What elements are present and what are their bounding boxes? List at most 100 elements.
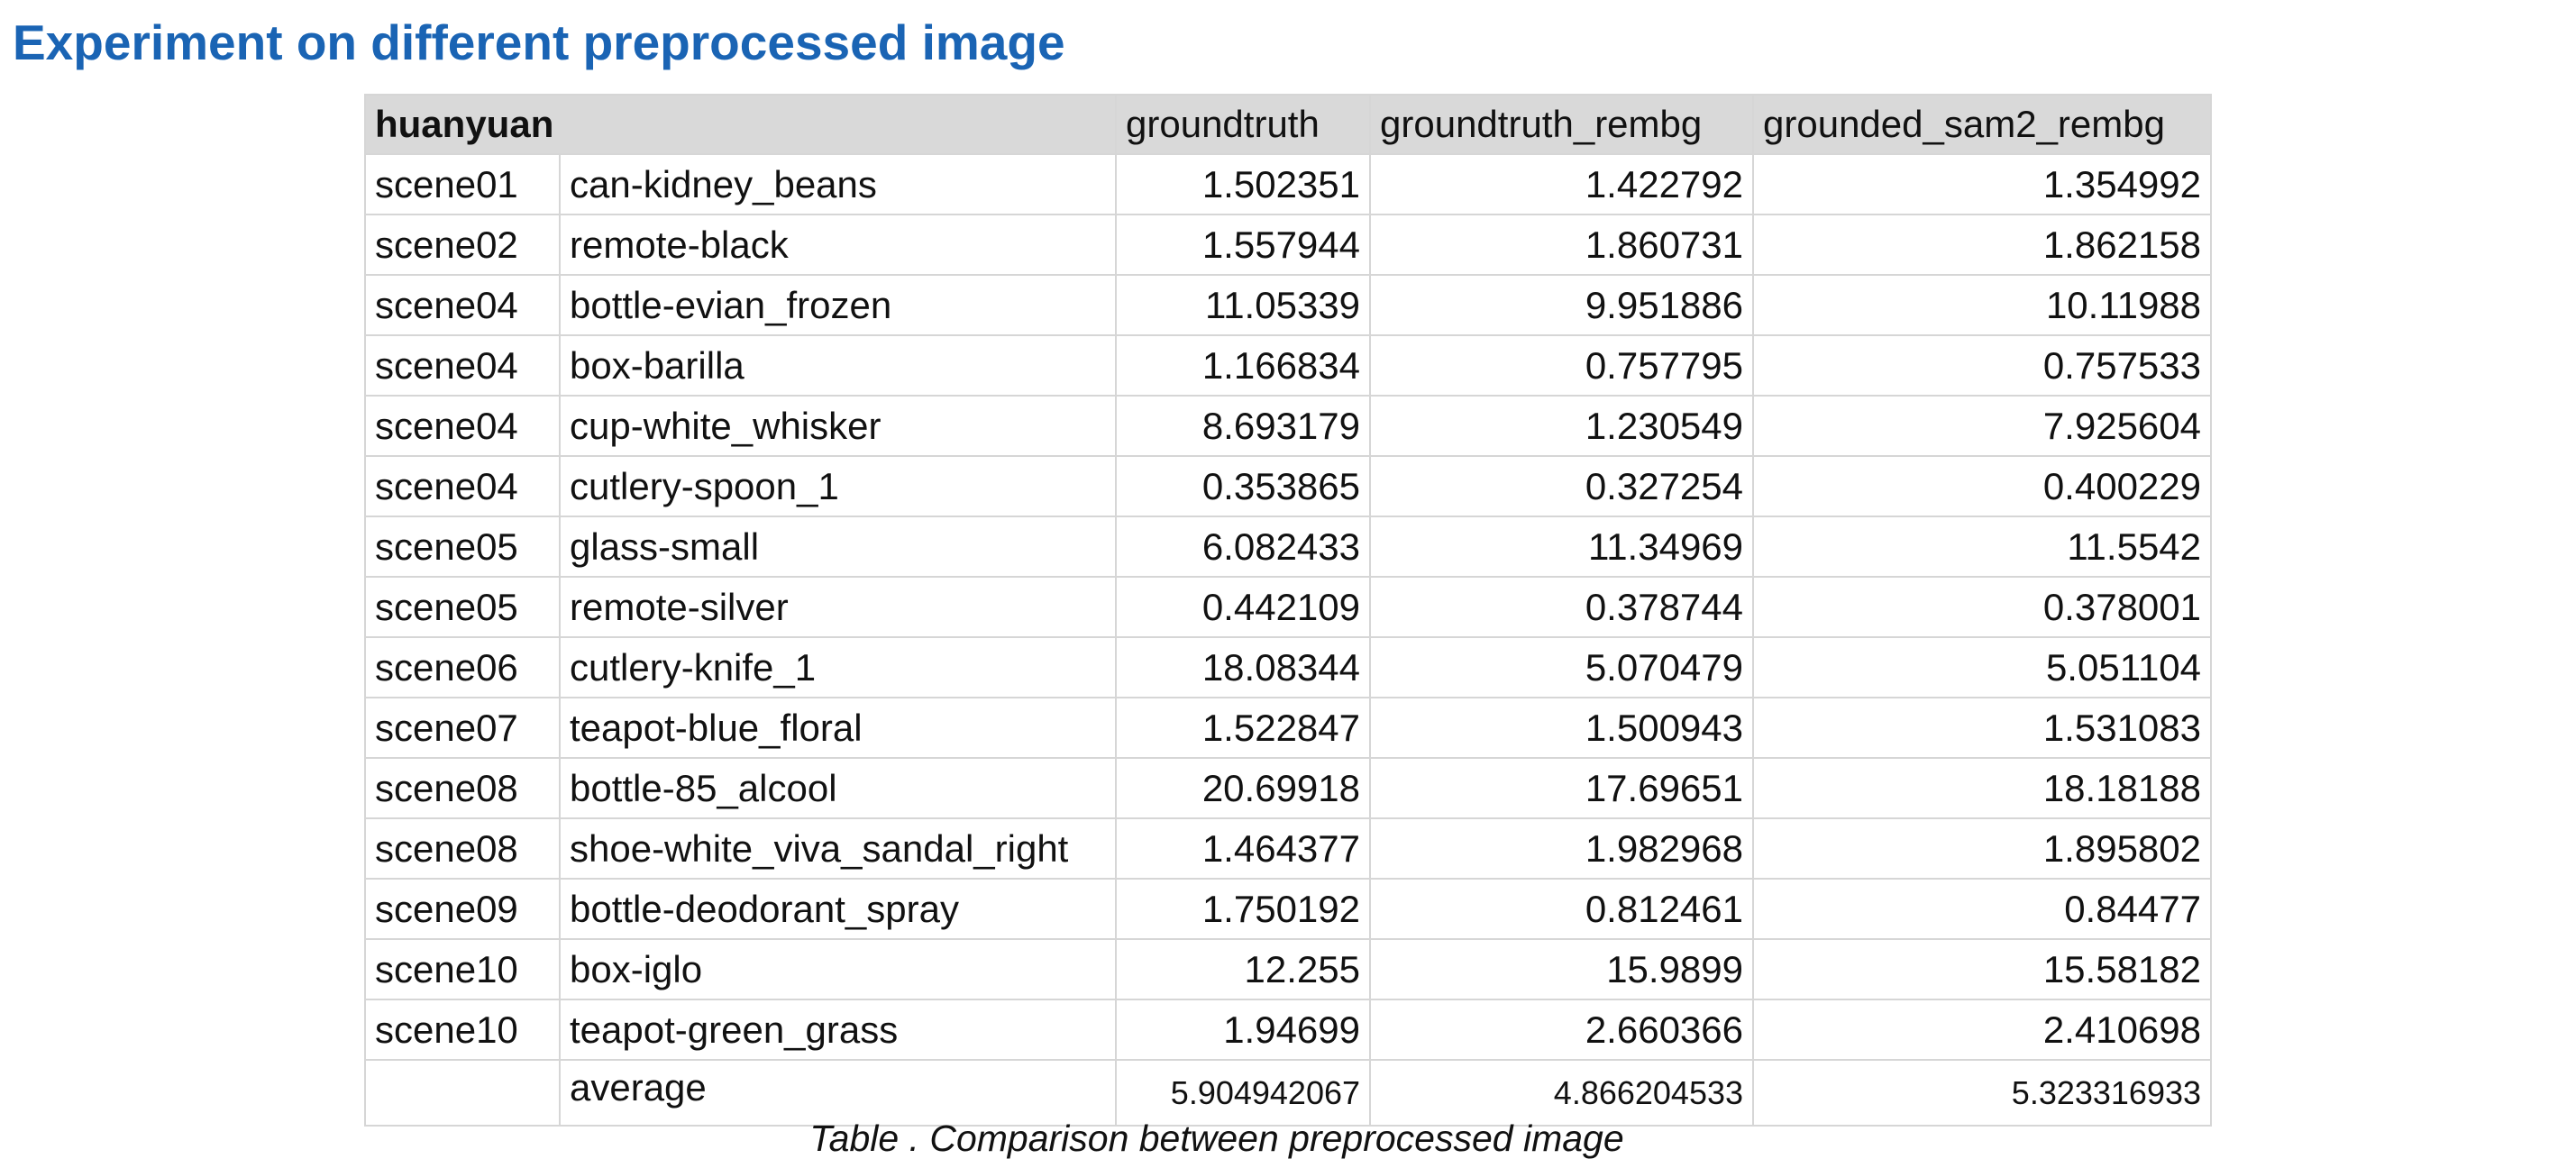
header-groundtruth: groundtruth xyxy=(1115,94,1372,155)
grounded-sam2-rembg-cell: 0.84477 xyxy=(1752,878,2213,940)
groundtruth-rembg-cell: 1.422792 xyxy=(1369,153,1755,215)
grounded-sam2-rembg-cell: 15.58182 xyxy=(1752,938,2213,1000)
table-row: scene10 teapot-green_grass 1.94699 2.660366… xyxy=(364,999,2213,1061)
object-cell: bottle-deodorant_spray xyxy=(558,878,1118,940)
scene-cell: scene04 xyxy=(364,274,561,336)
grounded-sam2-rembg-cell: 0.378001 xyxy=(1752,576,2213,638)
grounded-sam2-rembg-cell: 0.400229 xyxy=(1752,455,2213,517)
groundtruth-cell: 20.69918 xyxy=(1115,757,1372,819)
scene-cell: scene07 xyxy=(364,697,561,759)
groundtruth-cell: 1.750192 xyxy=(1115,878,1372,940)
average-row: average 5.904942067 4.866204533 5.323316… xyxy=(364,1059,2213,1127)
grounded-sam2-rembg-cell: 1.531083 xyxy=(1752,697,2213,759)
table-row: scene06 cutlery-knife_1 18.08344 5.070479 5.… xyxy=(364,636,2213,698)
table-row: scene05 glass-small 6.082433 11.34969 11.554… xyxy=(364,516,2213,578)
scene-cell: scene10 xyxy=(364,938,561,1000)
groundtruth-rembg-cell: 11.34969 xyxy=(1369,516,1755,578)
object-cell: bottle-85_alcool xyxy=(558,757,1118,819)
table-caption: Table . Comparison between preprocessed … xyxy=(809,1118,1624,1159)
groundtruth-cell: 8.693179 xyxy=(1115,395,1372,457)
grounded-sam2-rembg-cell: 7.925604 xyxy=(1752,395,2213,457)
scene-cell: scene09 xyxy=(364,878,561,940)
table-row: scene09 bottle-deodorant_spray 1.750192 0.8… xyxy=(364,878,2213,940)
scene-cell: scene02 xyxy=(364,214,561,276)
grounded-sam2-rembg-cell: 2.410698 xyxy=(1752,999,2213,1061)
average-grounded-sam2-rembg: 5.323316933 xyxy=(1752,1059,2213,1127)
table-row: scene01 can-kidney_beans 1.502351 1.422792 1… xyxy=(364,153,2213,215)
groundtruth-rembg-cell: 15.9899 xyxy=(1369,938,1755,1000)
object-cell: shoe-white_viva_sandal_right xyxy=(558,817,1118,880)
object-cell: cutlery-spoon_1 xyxy=(558,455,1118,517)
scene-cell: scene08 xyxy=(364,757,561,819)
object-cell: cutlery-knife_1 xyxy=(558,636,1118,698)
page-title: Experiment on different preprocessed ima… xyxy=(13,14,1065,70)
groundtruth-cell: 1.502351 xyxy=(1115,153,1372,215)
grounded-sam2-rembg-cell: 11.5542 xyxy=(1752,516,2213,578)
groundtruth-rembg-cell: 0.757795 xyxy=(1369,334,1755,397)
table-row: scene05 remote-silver 0.442109 0.378744 0.37… xyxy=(364,576,2213,638)
groundtruth-cell: 1.464377 xyxy=(1115,817,1372,880)
object-cell: bottle-evian_frozen xyxy=(558,274,1118,336)
table-row: scene10 box-iglo 12.255 15.9899 15.58182 xyxy=(364,938,2213,1000)
groundtruth-rembg-cell: 0.378744 xyxy=(1369,576,1755,638)
scene-cell: scene05 xyxy=(364,516,561,578)
grounded-sam2-rembg-cell: 1.895802 xyxy=(1752,817,2213,880)
groundtruth-rembg-cell: 17.69651 xyxy=(1369,757,1755,819)
groundtruth-rembg-cell: 0.327254 xyxy=(1369,455,1755,517)
groundtruth-cell: 12.255 xyxy=(1115,938,1372,1000)
grounded-sam2-rembg-cell: 10.11988 xyxy=(1752,274,2213,336)
object-cell: teapot-blue_floral xyxy=(558,697,1118,759)
groundtruth-rembg-cell: 1.860731 xyxy=(1369,214,1755,276)
scene-cell: scene01 xyxy=(364,153,561,215)
scene-cell: scene08 xyxy=(364,817,561,880)
table-row: scene08 shoe-white_viva_sandal_right 1.464… xyxy=(364,817,2213,880)
header-grounded-sam2-rembg: grounded_sam2_rembg xyxy=(1752,94,2213,155)
groundtruth-cell: 1.166834 xyxy=(1115,334,1372,397)
table-body: scene01 can-kidney_beans 1.502351 1.422792 1… xyxy=(364,153,2213,1061)
header-dataset: huanyuan xyxy=(363,94,1118,155)
table-header-row: huanyuan groundtruth groundtruth_rembg g… xyxy=(363,94,2213,155)
table-row: scene07 teapot-blue_floral 1.522847 1.50094… xyxy=(364,697,2213,759)
groundtruth-rembg-cell: 1.500943 xyxy=(1369,697,1755,759)
object-cell: cup-white_whisker xyxy=(558,395,1118,457)
average-groundtruth: 5.904942067 xyxy=(1115,1059,1372,1127)
scene-cell: scene04 xyxy=(364,334,561,397)
scene-cell: scene06 xyxy=(364,636,561,698)
object-cell: glass-small xyxy=(558,516,1118,578)
table-row: scene04 bottle-evian_frozen 11.05339 9.9518… xyxy=(364,274,2213,336)
groundtruth-rembg-cell: 1.982968 xyxy=(1369,817,1755,880)
object-cell: can-kidney_beans xyxy=(558,153,1118,215)
average-groundtruth-rembg: 4.866204533 xyxy=(1369,1059,1755,1127)
groundtruth-cell: 0.442109 xyxy=(1115,576,1372,638)
results-table: huanyuan groundtruth groundtruth_rembg g… xyxy=(363,94,2213,1127)
scene-cell: scene04 xyxy=(364,455,561,517)
average-scene-cell xyxy=(364,1059,561,1127)
groundtruth-cell: 6.082433 xyxy=(1115,516,1372,578)
table-row: scene02 remote-black 1.557944 1.860731 1.862… xyxy=(364,214,2213,276)
grounded-sam2-rembg-cell: 1.862158 xyxy=(1752,214,2213,276)
object-cell: remote-black xyxy=(558,214,1118,276)
groundtruth-cell: 1.94699 xyxy=(1115,999,1372,1061)
scene-cell: scene05 xyxy=(364,576,561,638)
groundtruth-rembg-cell: 2.660366 xyxy=(1369,999,1755,1061)
groundtruth-cell: 0.353865 xyxy=(1115,455,1372,517)
scene-cell: scene10 xyxy=(364,999,561,1061)
object-cell: box-iglo xyxy=(558,938,1118,1000)
groundtruth-rembg-cell: 9.951886 xyxy=(1369,274,1755,336)
groundtruth-rembg-cell: 1.230549 xyxy=(1369,395,1755,457)
table-row: scene08 bottle-85_alcool 20.69918 17.69651 1… xyxy=(364,757,2213,819)
scene-cell: scene04 xyxy=(364,395,561,457)
groundtruth-cell: 1.522847 xyxy=(1115,697,1372,759)
object-cell: remote-silver xyxy=(558,576,1118,638)
grounded-sam2-rembg-cell: 0.757533 xyxy=(1752,334,2213,397)
object-cell: box-barilla xyxy=(558,334,1118,397)
table-row: scene04 box-barilla 1.166834 0.757795 0.7575… xyxy=(364,334,2213,397)
groundtruth-rembg-cell: 0.812461 xyxy=(1369,878,1755,940)
groundtruth-cell: 18.08344 xyxy=(1115,636,1372,698)
groundtruth-rembg-cell: 5.070479 xyxy=(1369,636,1755,698)
object-cell: teapot-green_grass xyxy=(558,999,1118,1061)
grounded-sam2-rembg-cell: 18.18188 xyxy=(1752,757,2213,819)
grounded-sam2-rembg-cell: 5.051104 xyxy=(1752,636,2213,698)
groundtruth-cell: 11.05339 xyxy=(1115,274,1372,336)
groundtruth-cell: 1.557944 xyxy=(1115,214,1372,276)
